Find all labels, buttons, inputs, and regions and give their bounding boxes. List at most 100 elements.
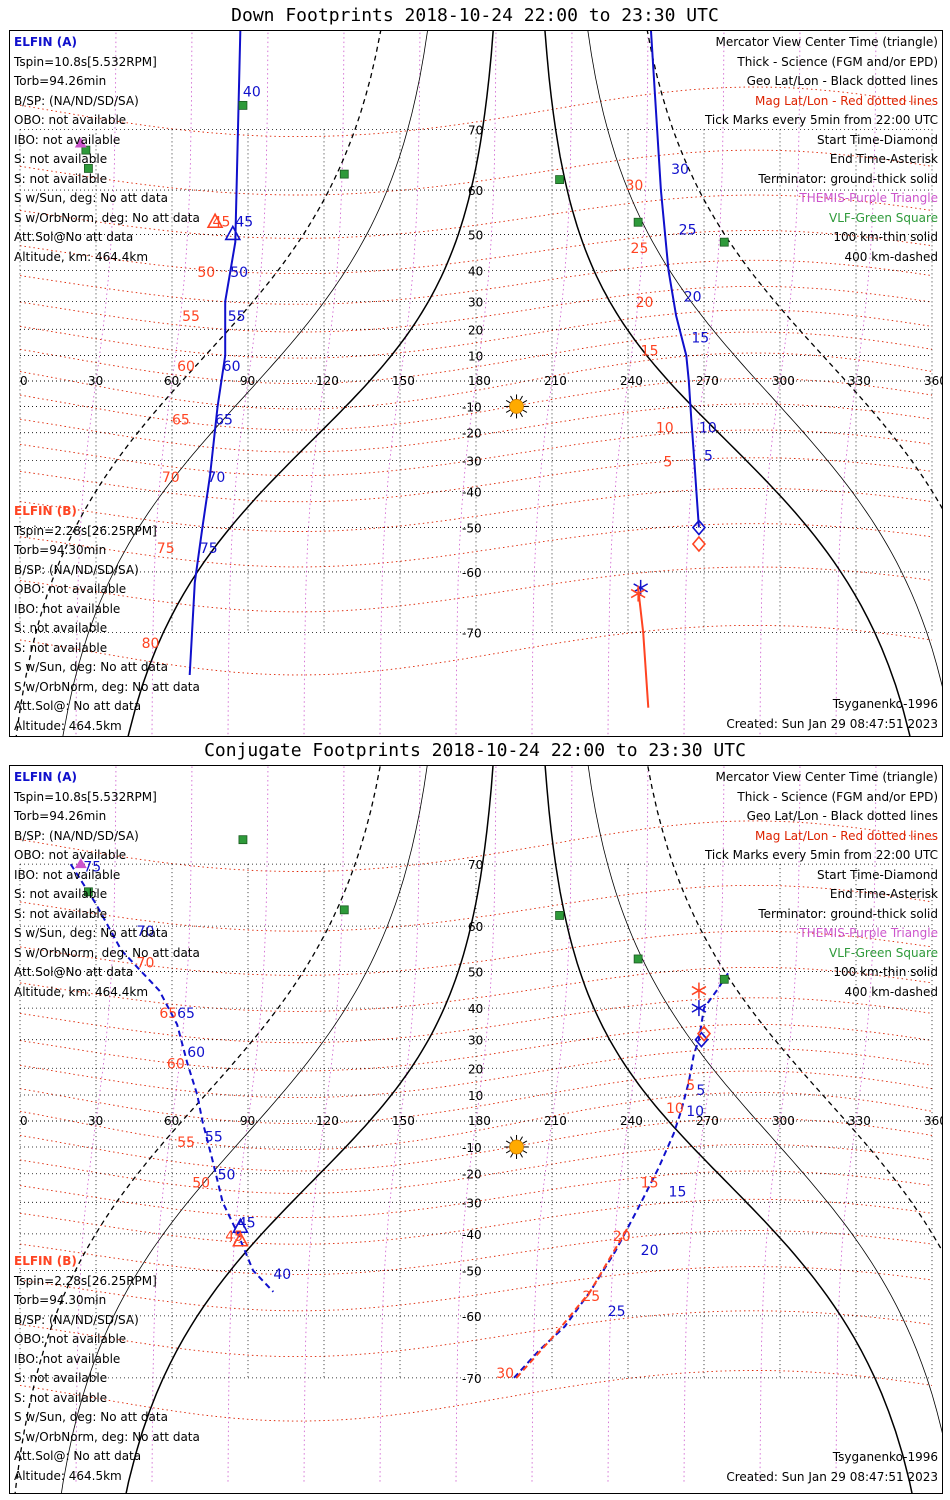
start-diamond-icon xyxy=(691,519,706,536)
lat-tick-label: -30 xyxy=(462,455,482,469)
lat-tick-label: 20 xyxy=(468,1062,483,1076)
mag-lat-line xyxy=(19,403,933,453)
track-time-label: 5 xyxy=(686,1078,695,1094)
track-time-label: 25 xyxy=(631,241,649,257)
mag-lat-line xyxy=(19,457,933,503)
track-line xyxy=(513,970,731,1379)
mag-lat-line xyxy=(19,1117,933,1172)
track-time-label: 55 xyxy=(228,309,246,325)
lat-tick-label: 70 xyxy=(468,123,483,137)
mag-lat-line xyxy=(19,820,933,872)
geo-grid xyxy=(19,128,933,634)
track-line xyxy=(515,1226,629,1379)
track-time-label: 40 xyxy=(273,1267,291,1283)
lon-tick-label: 360 xyxy=(924,1114,942,1128)
track-time-label: 10 xyxy=(686,1104,704,1120)
mag-lat-line xyxy=(19,487,933,532)
elfin-a-info-down: ELFIN (A) Tspin=10.8s[5.532RPM] Torb=94.… xyxy=(14,33,200,267)
vlf-station-square-icon xyxy=(719,974,729,984)
lon-tick-label: 270 xyxy=(696,1114,719,1128)
track-time-label: 75 xyxy=(83,860,101,876)
legend-line: Terminator: ground-thick solid xyxy=(758,171,938,186)
terminator-400km-line xyxy=(646,31,942,510)
lat-tick-label: -30 xyxy=(462,1196,482,1210)
lat-tick-label: 30 xyxy=(468,295,483,309)
lat-tick-label: 10 xyxy=(468,350,483,364)
mag-lat-line xyxy=(19,285,933,333)
lat-tick-label: 30 xyxy=(468,1034,483,1048)
lon-tick-label: 120 xyxy=(316,374,339,388)
track-time-label: 15 xyxy=(641,344,659,360)
elfin-b-name: ELFIN (B) xyxy=(14,1254,77,1268)
terminator xyxy=(15,31,942,736)
track-time-label: 25 xyxy=(679,222,697,238)
legend-line: THEMIS-Purple Triangle xyxy=(799,926,938,940)
info-line: OBO: not available xyxy=(14,848,127,862)
mag-lat-line xyxy=(19,194,933,239)
sun-icon xyxy=(504,394,529,419)
lat-tick-label: -40 xyxy=(462,486,482,500)
footer-model-conj: Tsyganenko-1996 xyxy=(832,1450,938,1464)
lat-tick-label: -60 xyxy=(462,566,482,580)
legend-down: Mercator View Center Time (triangle) Thi… xyxy=(705,33,938,267)
info-line: S w/OrbNorm, deg: No att data xyxy=(14,1429,200,1444)
info-line: S w/Sun, deg: No att data xyxy=(14,926,168,940)
info-line: Tspin=10.8s[5.532RPM] xyxy=(14,54,157,69)
legend-line: THEMIS-Purple Triangle xyxy=(799,191,938,205)
mag-lat-line xyxy=(19,566,933,613)
track-time-label: 75 xyxy=(200,541,218,557)
vlf-station-square-icon xyxy=(633,954,643,964)
track-time-label: 40 xyxy=(243,84,261,100)
info-line: OBO: not available xyxy=(14,582,127,596)
track-time-label: 15 xyxy=(669,1184,687,1200)
elfin-a-name: ELFIN (A) xyxy=(14,770,77,784)
info-line: Att.Sol@: No att data xyxy=(14,699,142,713)
lat-tick-label: -70 xyxy=(462,1372,482,1386)
info-line: S: not available xyxy=(14,887,108,901)
mag-lat-line xyxy=(19,997,933,1044)
elfin-b-name: ELFIN (B) xyxy=(14,504,77,518)
info-line: Altitude, km: 464.4km xyxy=(14,984,149,999)
track-time-label: 65 xyxy=(177,1006,195,1022)
info-line: S w/OrbNorm, deg: No att data xyxy=(14,210,200,225)
mag-lat-line xyxy=(19,1070,933,1125)
map-canvas-conj: 0 30 60 90 120 150 180 210 240 270 300 330 360 70 60 50… xyxy=(14,766,942,1493)
lat-tick-label: 10 xyxy=(468,1089,483,1103)
lon-tick-label: 60 xyxy=(164,374,179,388)
info-line: S w/OrbNorm, deg: No att data xyxy=(14,945,200,960)
terminator-line xyxy=(544,766,913,1493)
track-time-label: 5 xyxy=(704,449,713,465)
mag-lat-line xyxy=(19,1266,933,1312)
track-time-label: 20 xyxy=(684,289,702,305)
track-time-label: 30 xyxy=(496,1366,514,1382)
mag-lat-line xyxy=(19,1370,933,1422)
footer-created-conj: Created: Sun Jan 29 08:47:51 2023 xyxy=(726,1470,938,1484)
info-line: Tspin=2.28s[26.25RPM] xyxy=(14,1273,157,1288)
info-line: OBO: not available xyxy=(14,113,127,127)
info-line: S: not available xyxy=(14,171,108,186)
legend-line: Geo Lat/Lon - Black dotted lines xyxy=(746,809,938,823)
lon-tick-label: 270 xyxy=(696,374,719,388)
lon-tick-label: 180 xyxy=(468,374,491,388)
info-line: S w/Sun, deg: No att data xyxy=(14,191,168,205)
mag-lat-line xyxy=(19,352,933,410)
track-time-label: 60 xyxy=(187,1045,205,1061)
track-time-label: 65 xyxy=(172,413,190,429)
lon-tick-label: 60 xyxy=(164,1114,179,1128)
track-line xyxy=(637,587,650,708)
panel-title-down: Down Footprints 2018-10-24 22:00 to 23:3… xyxy=(231,5,719,26)
lat-tick-label: -20 xyxy=(462,1168,482,1182)
lon-tick-label: 90 xyxy=(240,374,255,388)
track-elfin-b: 40 45 50 55 60 65 70 75 80 30 25 20 15 10 5 xyxy=(142,31,706,708)
lat-tick-label: -50 xyxy=(462,522,482,536)
info-line: B/SP: (NA/ND/SD/SA) xyxy=(14,93,139,108)
legend-line: Tick Marks every 5min from 22:00 UTC xyxy=(704,113,938,127)
track-time-label: 50 xyxy=(218,1167,236,1183)
lon-tick-label: 240 xyxy=(620,374,643,388)
track-time-label: 65 xyxy=(159,1006,177,1022)
lon-tick-label: 210 xyxy=(544,1114,567,1128)
center-time-triangle-icon xyxy=(206,212,224,229)
mag-lat-line xyxy=(19,429,933,477)
lon-tick-label: 240 xyxy=(620,1114,643,1128)
